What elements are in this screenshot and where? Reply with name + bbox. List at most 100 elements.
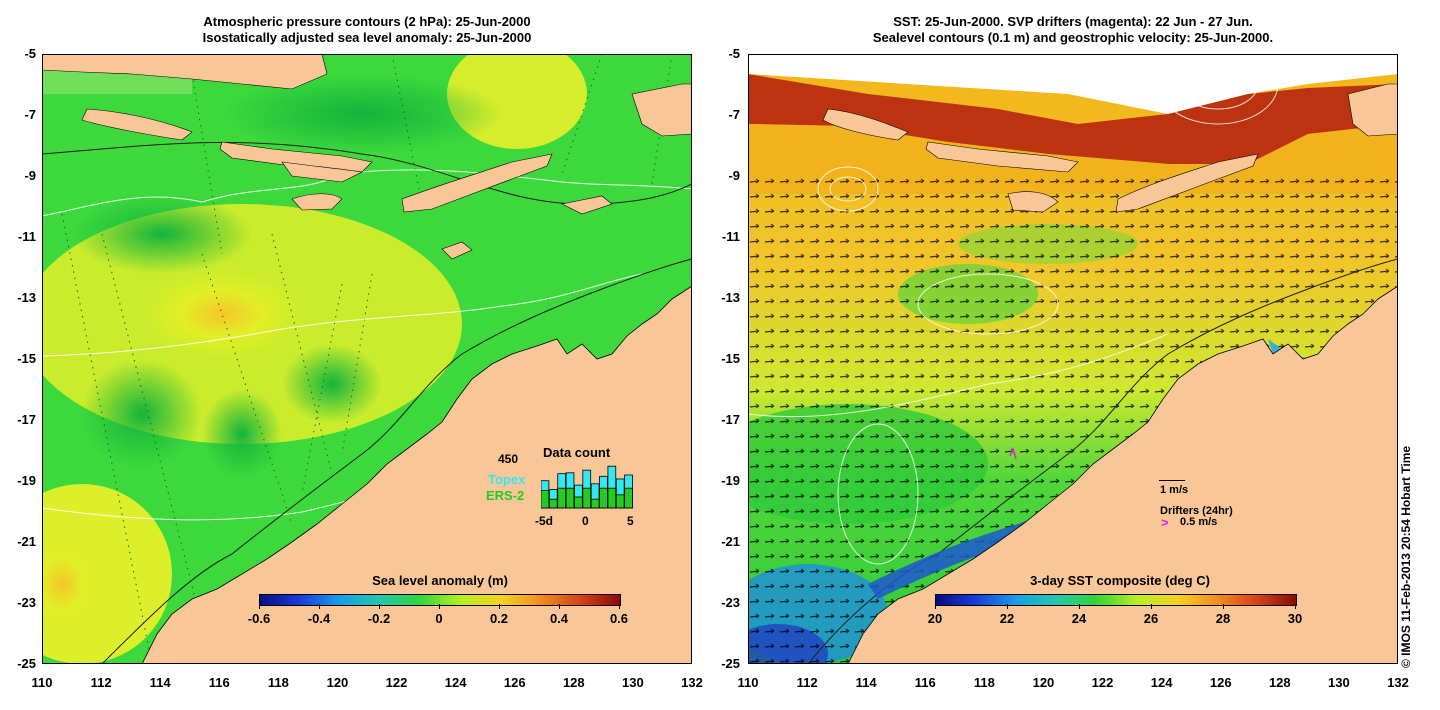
lon-tick-label: 124 [444, 675, 467, 690]
coastal-upwelling [868, 449, 1123, 599]
lat-tick-label: -25 [17, 656, 36, 671]
lon-tick-label: 126 [1209, 675, 1232, 690]
colorbar-tick-label: 24 [1071, 611, 1087, 626]
lon-tick-label: 116 [208, 675, 230, 690]
lon-tick-label: 110 [31, 675, 53, 690]
australia-land [847, 285, 1398, 664]
sst-map[interactable] [748, 54, 1398, 664]
java-island [42, 54, 328, 90]
colorbar-tick [1007, 604, 1008, 609]
lat-tick-label: -11 [721, 229, 740, 244]
drifters-scale-label: 0.5 m/s [1180, 516, 1218, 528]
left-colorbar [259, 594, 621, 606]
colorbar-tick [439, 604, 440, 609]
inset-title: Data count [543, 445, 611, 460]
ers2-bar [590, 498, 600, 509]
lat-tick-label: -23 [721, 595, 740, 610]
colorbar-tick-label: 0.6 [609, 611, 629, 626]
bathymetry-contour [42, 141, 692, 664]
map-frame [42, 54, 692, 664]
lat-tick-label: -7 [24, 107, 36, 122]
ers2-bar [541, 489, 550, 509]
sealevel-contours [748, 54, 1279, 565]
lat-tick-label: -17 [721, 412, 740, 427]
data-count-chart [541, 465, 633, 509]
lombok-sumbawa-island [81, 108, 193, 141]
colorbar-tick [1151, 604, 1152, 609]
lon-tick-label: 130 [622, 675, 644, 690]
lat-tick-label: -15 [17, 351, 36, 366]
timor-island [1115, 153, 1259, 213]
lon-tick-label: 118 [973, 675, 995, 690]
flores-island [925, 141, 1079, 173]
colorbar-tick-label: 22 [999, 611, 1015, 626]
ers2-bar [574, 496, 583, 509]
inset-tick-label: 5 [627, 514, 634, 528]
inset-count: 450 [498, 452, 519, 466]
lon-tick-label: 130 [1328, 675, 1350, 690]
lat-tick-label: -21 [721, 534, 740, 549]
lon-tick-label: 126 [503, 675, 526, 690]
lon-tick-label: 128 [562, 675, 585, 690]
inset-tick-label: -5d [535, 514, 553, 528]
lombok-sumbawa-island [822, 108, 909, 141]
ers2-bar [548, 498, 558, 509]
lat-tick-label: -11 [17, 229, 36, 244]
ers2-bar [565, 487, 575, 509]
colorbar-tick [1295, 604, 1296, 609]
anomaly-peak [142, 269, 302, 359]
left-colorbar-title: Sea level anomaly (m) [372, 573, 508, 588]
lon-tick-label: 128 [1268, 675, 1291, 690]
colorbar-tick-label: 0 [435, 611, 443, 626]
velocity-scale-label: 1 m/s [1160, 484, 1189, 496]
lon-tick-label: 124 [1150, 675, 1173, 690]
anomaly-low [82, 359, 202, 469]
colorbar-tick-label: -0.2 [367, 611, 391, 626]
rote-island [441, 241, 473, 260]
colorbar-tick-label: 28 [1215, 611, 1231, 626]
lat-tick-label: -19 [17, 473, 36, 488]
colorbar-tick-label: -0.6 [247, 611, 271, 626]
velocity-scale-arrow [1159, 480, 1185, 481]
lon-tick-label: 112 [90, 675, 112, 690]
lon-tick-label: 110 [737, 675, 759, 690]
island [281, 161, 363, 183]
colorbar-tick-label: -0.4 [307, 611, 331, 626]
lon-tick-label: 122 [1091, 675, 1114, 690]
ers2-bar [624, 487, 633, 509]
anomaly-low [222, 74, 502, 154]
left-title: Atmospheric pressure contours (2 hPa): 2… [202, 14, 532, 45]
colorbar-tick [1223, 604, 1224, 609]
lon-tick-label: 118 [267, 675, 289, 690]
colorbar-tick [319, 604, 320, 609]
lon-tick-label: 114 [855, 675, 877, 690]
lon-tick-label: 112 [796, 675, 818, 690]
colorbar-tick [935, 604, 936, 609]
ers2-bar [607, 487, 617, 509]
anomaly-low [202, 389, 282, 479]
sea-level-anomaly-map[interactable] [42, 54, 692, 664]
lon-tick-label: 120 [326, 675, 349, 690]
sumba-island [1007, 191, 1059, 213]
anomaly-low [282, 344, 382, 424]
right-colorbar [935, 594, 1297, 606]
lon-tick-label: 132 [1387, 675, 1409, 690]
right-title: SST: 25-Jun-2000. SVP drifters (magenta)… [872, 14, 1274, 45]
lat-tick-label: -7 [728, 107, 740, 122]
lat-tick-label: -15 [721, 351, 740, 366]
map-frame [748, 54, 1398, 664]
ers2-bar [557, 487, 566, 509]
credit-text: © IMOS 11-Feb-2013 20:54 Hobart Time [1399, 445, 1413, 668]
colorbar-tick-label: 0.4 [549, 611, 569, 626]
sst-hot-zone [748, 74, 1398, 164]
ers2-bar [615, 494, 625, 509]
lon-tick-label: 122 [385, 675, 408, 690]
lat-tick-label: -19 [721, 473, 740, 488]
lat-tick-label: -13 [721, 290, 740, 305]
inset-series2-label: ERS-2 [486, 488, 525, 503]
island [561, 195, 613, 215]
colorbar-tick [559, 604, 560, 609]
colorbar-tick-label: 0.2 [489, 611, 509, 626]
lat-tick-label: -13 [17, 290, 36, 305]
lat-tick-label: -5 [728, 46, 740, 61]
